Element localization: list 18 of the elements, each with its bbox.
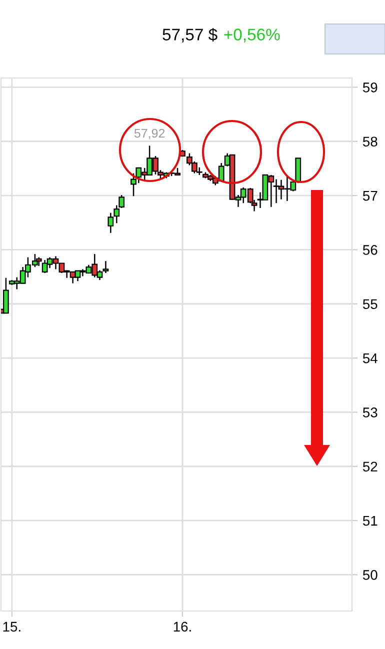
y-tick-label: 53 [362,408,378,418]
y-tick-label: 52 [362,462,378,472]
text: +0,56% [224,28,280,42]
y-tick-label: 54 [362,354,378,364]
x-tick-label: 16. [174,622,191,632]
candlestick [102,260,109,274]
y-tick-label: 58 [362,136,378,147]
y-tick-label: 51 [362,516,378,526]
y-tick-label: 59 [362,82,378,92]
y-tick-label: 56 [362,245,378,255]
candlestick [108,212,114,234]
candlestick [3,277,9,314]
text: 57,57 $ [162,28,218,42]
y-tick-label: 55 [362,299,378,310]
annotation: 57,92 [134,128,165,140]
x-tick-label: 15. [3,622,20,632]
y-tick-label: 50 [362,570,378,580]
y-tick-label: 57 [362,191,378,201]
